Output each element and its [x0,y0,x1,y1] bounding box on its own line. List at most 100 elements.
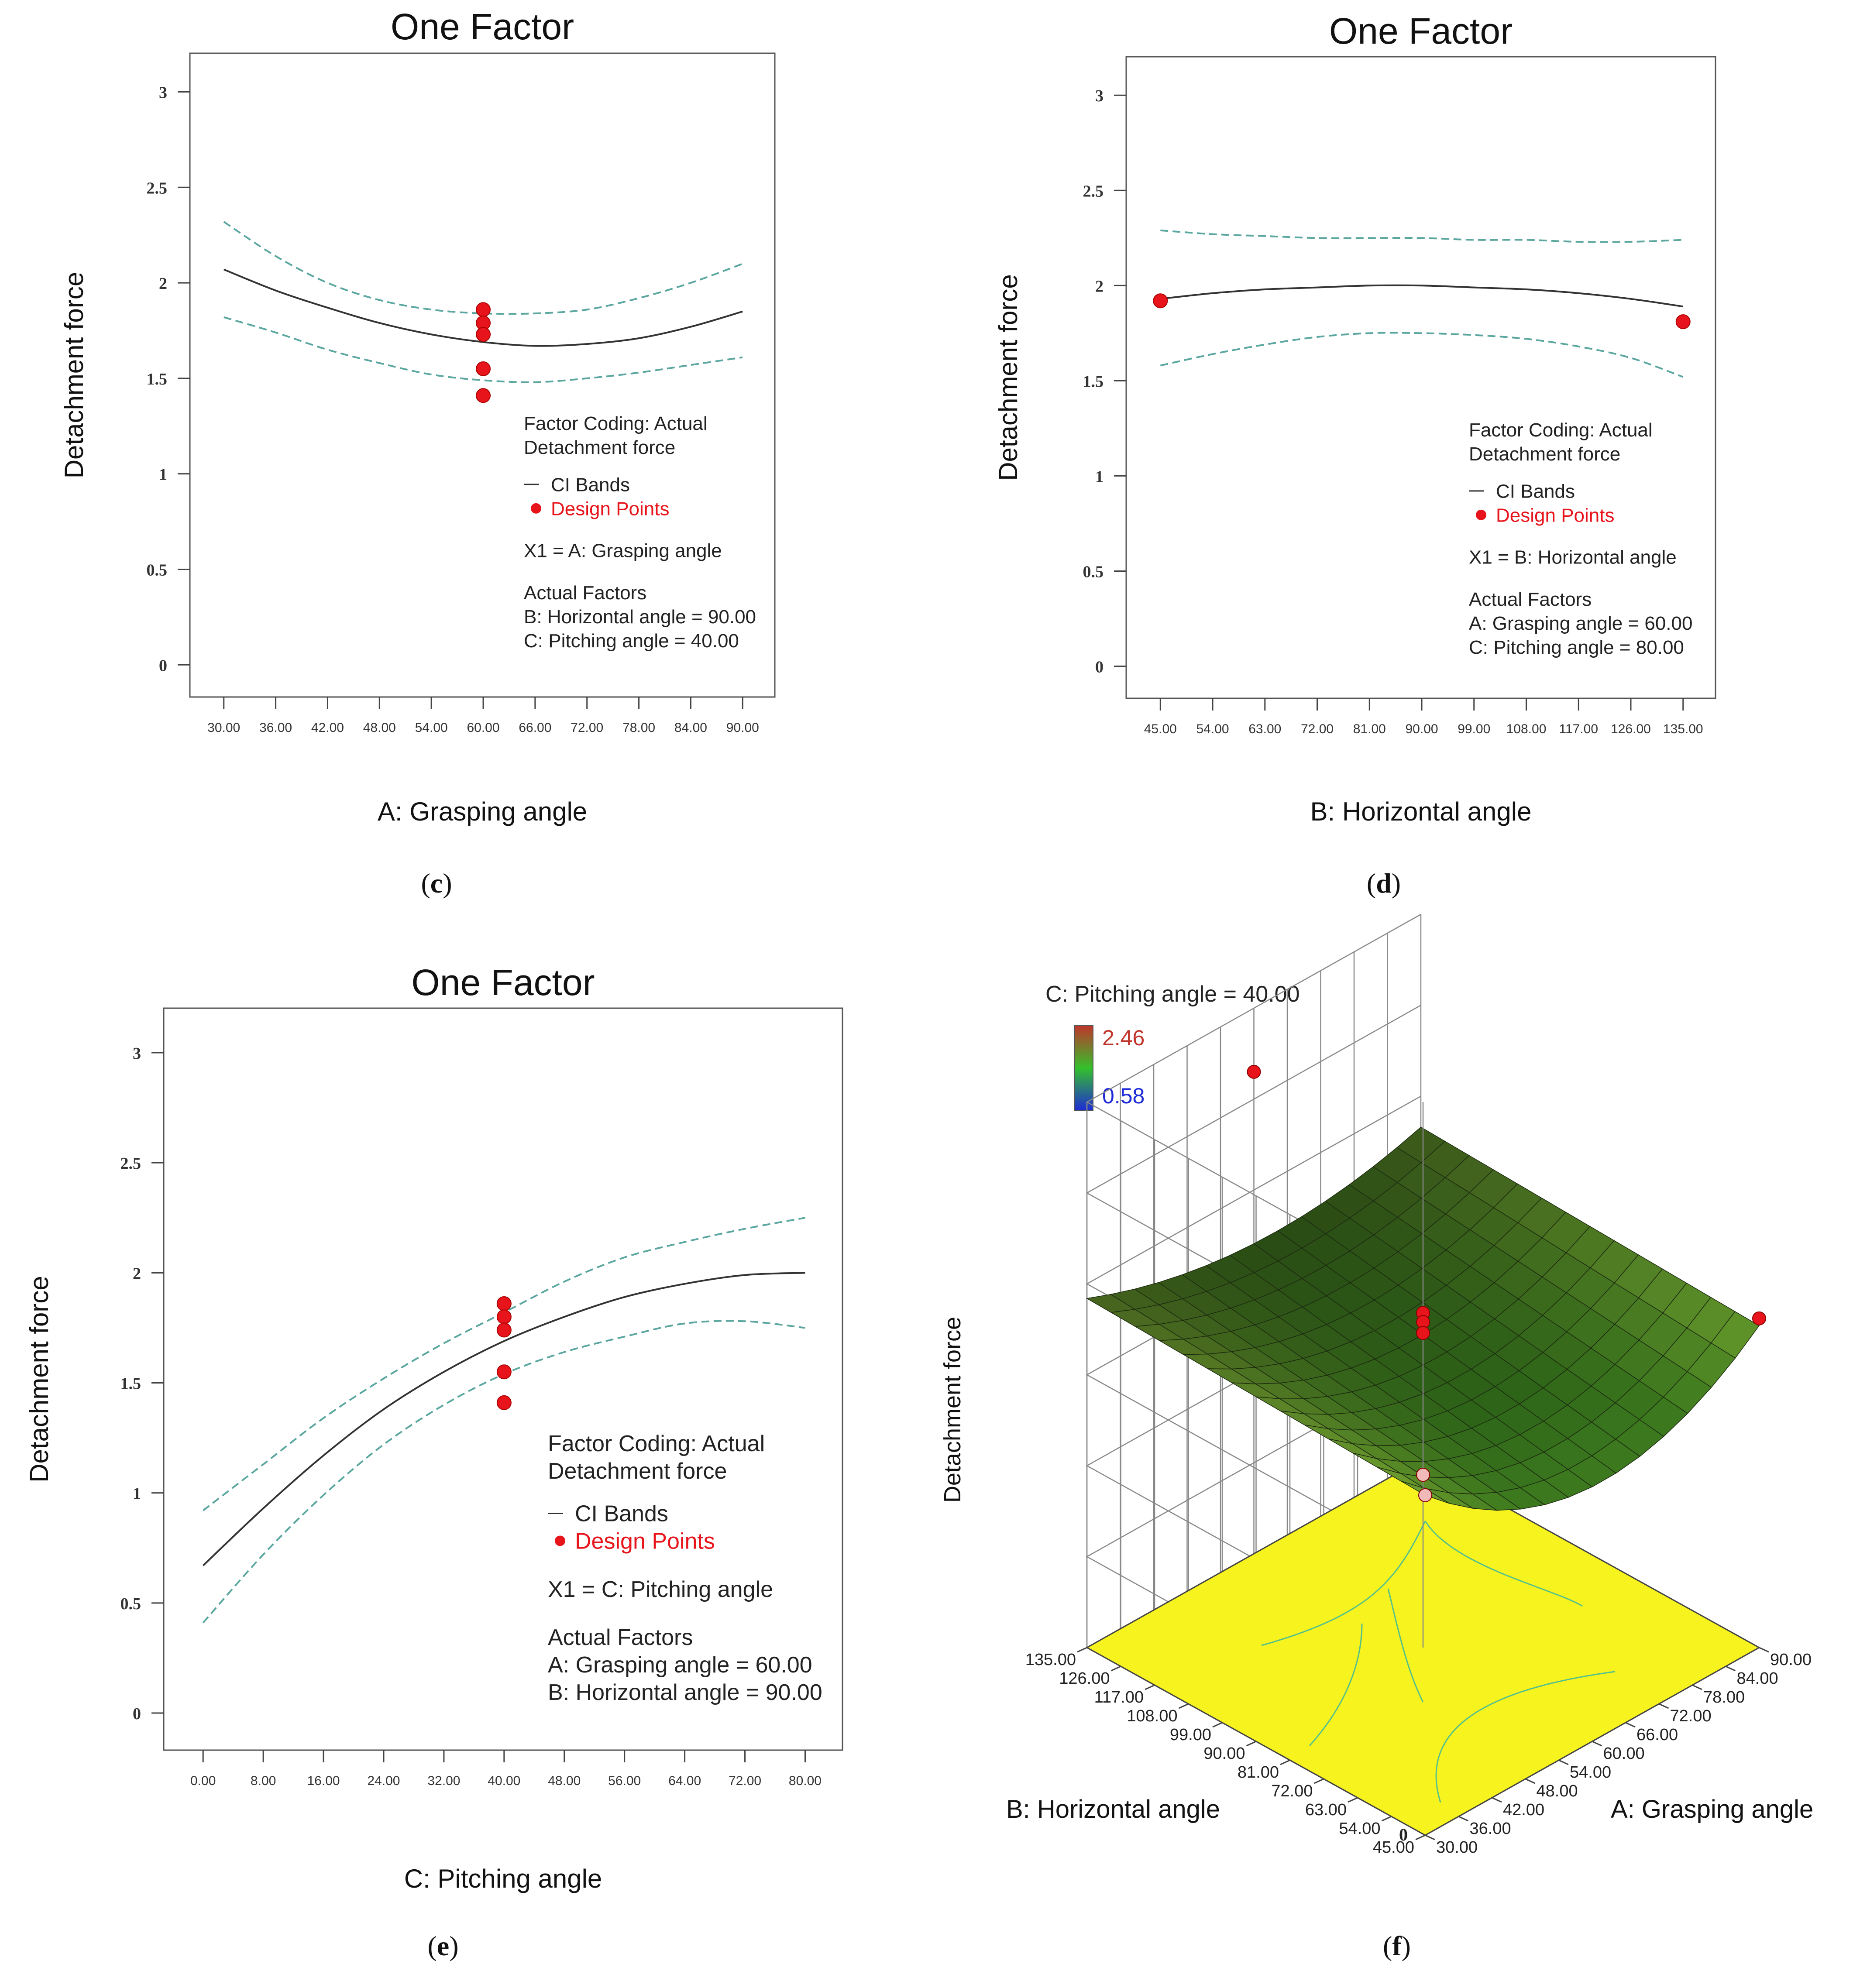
y-axis-label: Detachment force [59,272,89,479]
b-tick-mark [1313,1778,1324,1784]
y-tick-label: 2.5 [120,1154,141,1173]
b-tick-label: 135.00 [1025,1651,1076,1669]
b-tick-mark [1415,1834,1426,1840]
y-tick-label: 3 [159,84,167,102]
y-tick-label: 1.5 [147,370,168,388]
x-tick-label: 36.00 [259,721,292,735]
y-tick-label: 2.5 [1083,182,1104,200]
actual-factor-text: C: Pitching angle = 40.00 [524,630,739,652]
y-tick-label: 1.5 [1083,372,1104,391]
y-tick-label: 0.5 [1083,563,1104,581]
surface-design-point [1752,1311,1766,1325]
panel-label: (f) [1383,1930,1411,1961]
legend-design-label: Design Points [575,1529,715,1554]
legend-ci-label: CI Bands [551,474,630,495]
b-tick-label: 90.00 [1203,1744,1245,1763]
legend-text: Detachment force [1469,443,1620,465]
x-tick-label: 81.00 [1353,722,1386,736]
fit-line [223,268,743,347]
legend-text: Factor Coding: Actual [1469,419,1653,441]
ci-band-upper [202,1217,805,1511]
x-tick-label: 60.00 [467,721,499,735]
fit-line [1160,284,1684,308]
y-tick-label: 2 [133,1264,141,1283]
x-tick-label: 84.00 [674,721,707,735]
x1-factor-text: X1 = C: Pitching angle [548,1577,773,1602]
a-tick-label: 72.00 [1670,1707,1712,1725]
x-tick-label: 40.00 [488,1774,520,1788]
x-tick-label: 56.00 [608,1774,641,1788]
b-tick-label: 54.00 [1339,1820,1380,1838]
b-tick-label: 99.00 [1170,1726,1211,1744]
legend-design-swatch [555,1535,565,1546]
y-tick-label: 1 [133,1485,141,1503]
design-point [476,388,491,403]
surface-design-point [1247,1064,1261,1079]
y-tick-label: 0.5 [147,561,168,579]
a-tick-label: 54.00 [1570,1763,1611,1782]
x-tick-label: 72.00 [1301,722,1334,736]
a-tick-mark [1458,1816,1469,1822]
one-factor-panel-d: One Factor 0 0.5 1 1.5 2 2.5 3 45.00 54.00 63.00 72… [994,10,1716,899]
contour-line [1387,1588,1424,1703]
x-tick-label: 78.00 [622,721,655,735]
ci-band-lower [202,1320,805,1624]
design-point [476,302,491,317]
b-tick-mark [1280,1759,1290,1765]
z-tick-label: 0 [1399,1825,1408,1844]
a-tick-mark [1625,1722,1636,1728]
actual-factor-text: B: Horizontal angle = 90.00 [548,1680,822,1705]
design-point [496,1364,512,1380]
plot-frame [163,1007,843,1751]
b-tick-label: 45.00 [1373,1838,1414,1857]
x-axis-label: A: Grasping angle [378,797,587,826]
x-tick-label: 0.00 [190,1774,216,1788]
x-tick-label: 72.00 [571,721,603,735]
contour-line [1424,1521,1583,1607]
design-point [476,361,491,376]
y-tick-label: 2.5 [147,179,168,197]
x-axis-label: C: Pitching angle [404,1864,602,1893]
b-tick-mark [1077,1647,1087,1653]
b-tick-label: 117.00 [1094,1688,1144,1706]
b-tick-mark [1178,1703,1189,1709]
x-tick-label: 48.00 [548,1774,581,1788]
x-tick-label: 72.00 [729,1774,761,1788]
b-tick-mark [1246,1741,1257,1747]
colorbar-min-label: 0.58 [1102,1084,1145,1108]
a-tick-mark [1525,1778,1536,1784]
x-tick-label: 8.00 [251,1774,276,1788]
y-tick-label: 3 [133,1044,141,1063]
plot-frame [189,52,776,698]
chart-title: One Factor [1329,10,1513,52]
design-point [1153,293,1168,309]
x-tick-label: 80.00 [789,1774,822,1788]
x-tick-label: 48.00 [363,721,396,735]
y-tick-label: 1.5 [120,1375,141,1393]
x-tick-label: 117.00 [1559,722,1598,736]
colorbar [1074,1025,1093,1111]
y-tick-label: 3 [1095,87,1104,105]
ci-band-lower [223,316,743,383]
actual-factor-text: Actual Factors [548,1625,693,1650]
panel-label: (c) [421,868,452,899]
plot-frame [1125,56,1716,699]
a-tick-label: 84.00 [1737,1669,1778,1688]
x-tick-label: 30.00 [207,721,240,735]
y-tick-label: 0 [1095,658,1104,676]
a-tick-label: 60.00 [1603,1744,1645,1763]
z-axis-label: Detachment force [939,1317,966,1503]
x-tick-label: 90.00 [1405,722,1438,736]
ci-band-upper [223,221,743,315]
a-tick-mark [1692,1684,1702,1690]
x-tick-label: 126.00 [1611,722,1651,736]
chart-title: One Factor [411,962,595,1003]
surface-panel-f: C: Pitching angle = 40.002.460.5800.511.… [939,913,1813,1961]
fit-line [202,1272,805,1566]
legend-design-swatch [531,503,541,514]
design-point [496,1322,512,1338]
y-tick-label: 1 [159,466,167,484]
x-tick-label: 64.00 [668,1774,701,1788]
x-tick-label: 135.00 [1663,722,1703,736]
x-tick-label: 63.00 [1248,722,1281,736]
